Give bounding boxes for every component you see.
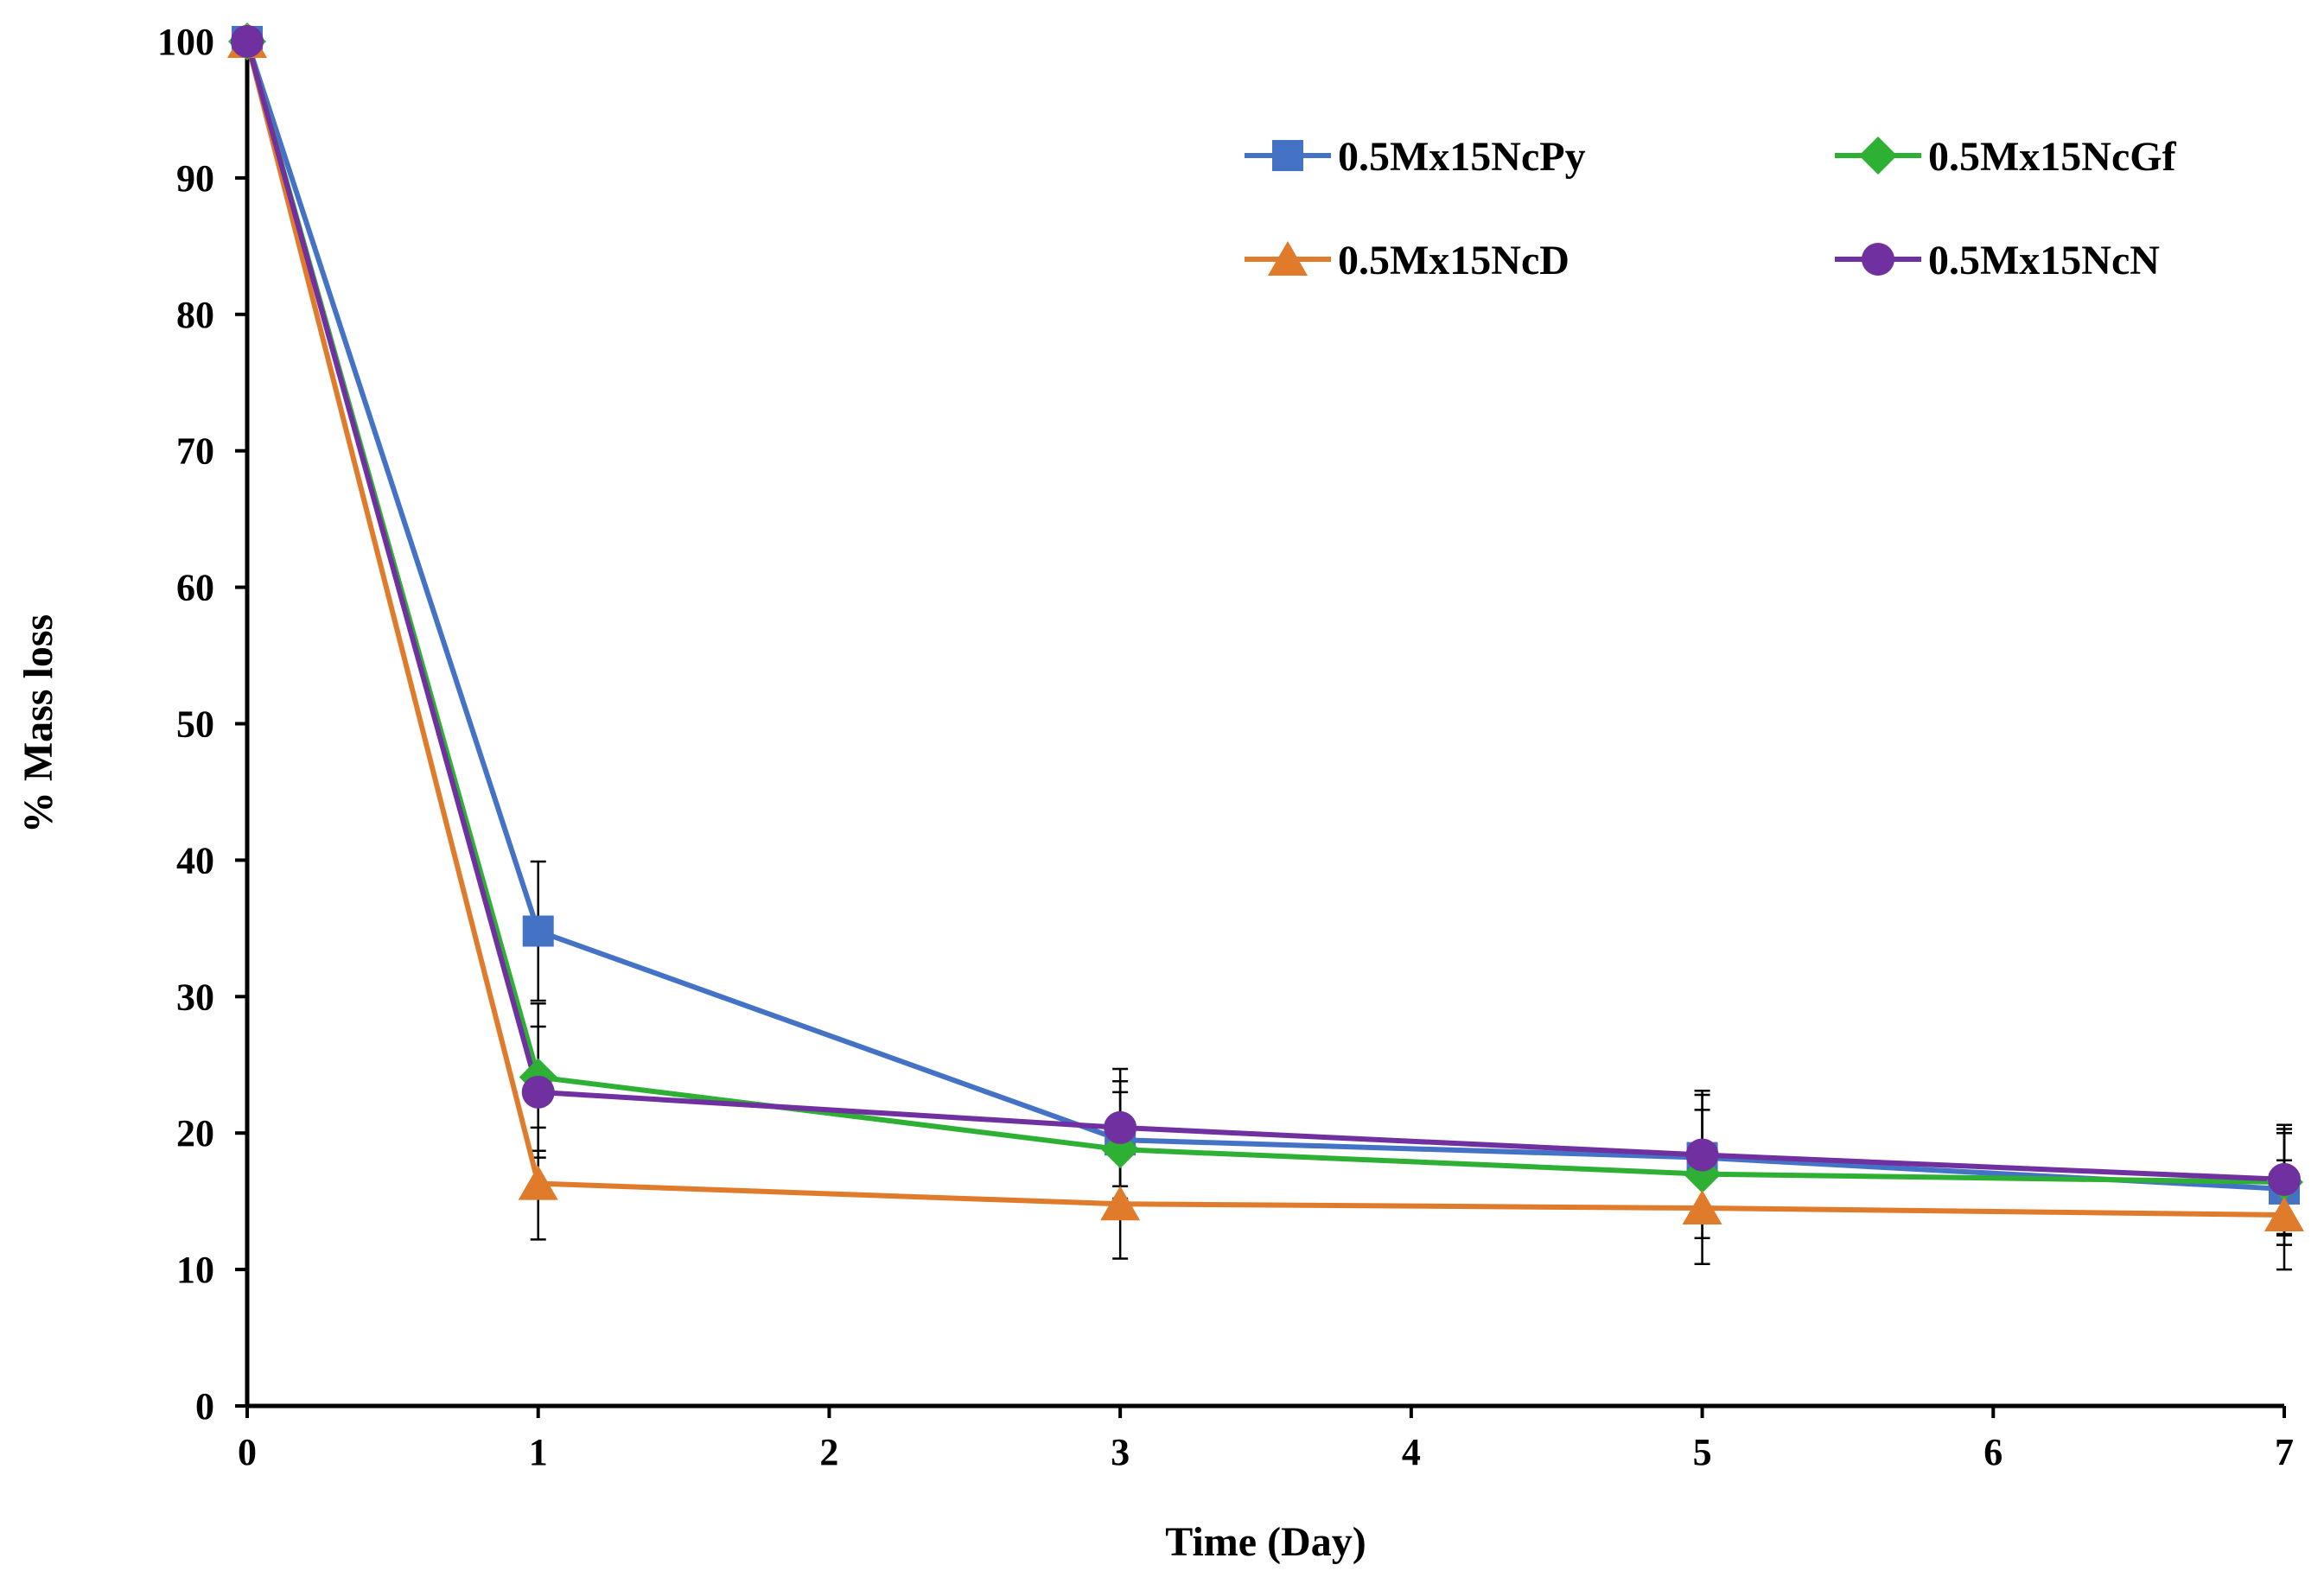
x-tick-label: 4 (1402, 1431, 1421, 1473)
y-axis-title: % Mass loss (16, 614, 61, 833)
x-tick-label: 3 (1111, 1431, 1130, 1473)
data-point-0-5mx15ncd (1100, 1186, 1141, 1221)
x-tick-label: 5 (1693, 1431, 1712, 1473)
data-point-0-5mx15ncn (2268, 1162, 2301, 1196)
legend-item-0-5mx15ncpy: 0.5Mx15NcPy (1245, 134, 1586, 180)
legend-item-0-5mx15ncn: 0.5Mx15NcN (1835, 238, 2160, 283)
series-line-0-5mx15ncd (245, 41, 2285, 1218)
legend-marker-triangle (1268, 241, 1308, 276)
series-line-0-5mx15ncgf (245, 41, 2285, 1186)
data-point-0-5mx15ncn (1104, 1110, 1137, 1144)
series-markers (227, 22, 2304, 1231)
legend-marker-circle (1862, 243, 1894, 276)
legend: 0.5Mx15NcPy 0.5Mx15NcGf 0.5Mx15NcD 0.5Mx15N… (1245, 134, 2177, 283)
y-tick-label: 0 (195, 1385, 214, 1428)
x-tick-label: 6 (1983, 1431, 2002, 1473)
axes: 0 10 20 30 40 50 60 70 80 90 100 0 1 2 3 4 5 6 7 (157, 21, 2294, 1473)
legend-marker-square (1272, 140, 1303, 171)
y-tick-label: 60 (176, 567, 214, 609)
x-axis-title: Time (Day) (1165, 1519, 1366, 1565)
legend-label: 0.5Mx15NcGf (1928, 134, 2177, 180)
y-tick-label: 40 (176, 839, 214, 881)
y-tick-label: 30 (176, 976, 214, 1018)
data-point-0-5mx15ncn (1685, 1138, 1719, 1172)
y-tick-label: 70 (176, 430, 214, 473)
legend-marker-diamond (1859, 137, 1897, 175)
data-point-0-5mx15ncd (518, 1165, 558, 1200)
legend-label: 0.5Mx15NcD (1338, 238, 1569, 283)
x-tick-label: 0 (238, 1431, 257, 1473)
data-point-0-5mx15ncd (1682, 1190, 1722, 1225)
legend-item-0-5mx15ncgf: 0.5Mx15NcGf (1835, 134, 2177, 180)
y-tick-label: 90 (176, 157, 214, 200)
y-tick-label: 20 (176, 1112, 214, 1154)
y-tick-label: 50 (176, 703, 214, 746)
series-lines (245, 41, 2285, 1218)
data-point-0-5mx15ncpy (522, 915, 554, 947)
y-tick-label: 80 (176, 294, 214, 336)
series-line-0-5mx15ncn (245, 41, 2285, 1182)
data-point-0-5mx15ncn (231, 25, 264, 58)
series-line-0-5mx15ncpy (245, 41, 2285, 1192)
y-tick-label: 100 (157, 21, 214, 63)
x-tick-label: 2 (819, 1431, 838, 1473)
legend-item-0-5mx15ncd: 0.5Mx15NcD (1245, 238, 1569, 283)
legend-label: 0.5Mx15NcPy (1338, 134, 1586, 180)
y-tick-label: 10 (176, 1249, 214, 1291)
x-tick-label: 7 (2275, 1431, 2294, 1473)
data-point-0-5mx15ncd (2264, 1196, 2304, 1231)
x-tick-label: 1 (529, 1431, 548, 1473)
data-point-0-5mx15ncn (521, 1075, 555, 1109)
legend-label: 0.5Mx15NcN (1928, 238, 2160, 283)
